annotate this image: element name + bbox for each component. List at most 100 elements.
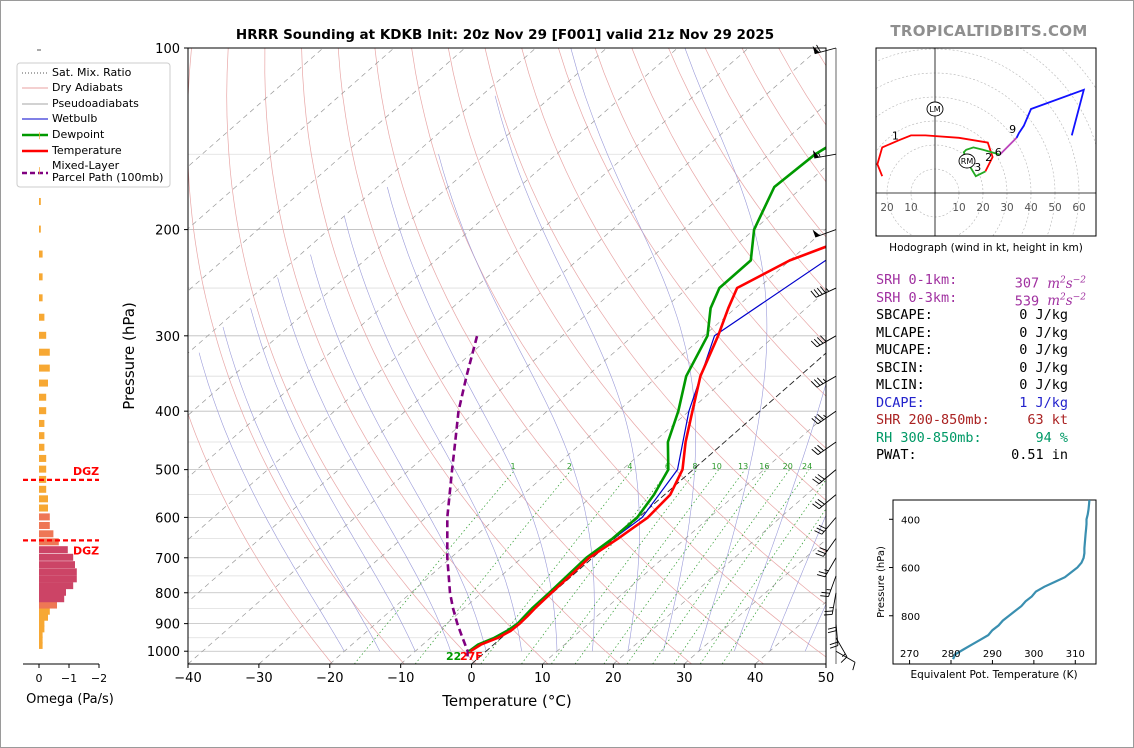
wind-barb-shaft	[828, 575, 837, 597]
isotherm-line	[683, 539, 826, 664]
thetae-line	[952, 499, 1091, 660]
omega-bar	[39, 631, 43, 639]
omega-bar	[39, 454, 47, 462]
mixing-ratio-line	[354, 469, 516, 664]
omega-bar	[39, 607, 50, 615]
dry-adiabat-line	[594, 48, 826, 397]
stat-value: 539 m2s−2	[996, 290, 1116, 310]
hodo-segment-0-3km	[876, 134, 994, 177]
wind-barb-full	[811, 418, 819, 425]
stat-row: MLCIN: 0 J/kg	[876, 377, 1116, 395]
omega-bar	[39, 625, 45, 633]
legend-label: Mixed-Layer	[52, 159, 120, 172]
omega-bar	[39, 364, 50, 372]
wind-barb-full	[812, 503, 820, 510]
mixing-ratio-line	[521, 469, 670, 664]
stat-value: 0 J/kg	[1019, 307, 1068, 323]
dry-adiabat-line	[188, 48, 405, 664]
stat-value: 0 J/kg	[1019, 377, 1068, 393]
x-axis-label: Temperature (°C)	[441, 692, 571, 710]
isotherm-line	[542, 414, 826, 664]
omega-bar	[39, 619, 45, 627]
mixing-ratio-line	[626, 469, 767, 664]
wind-barb-full	[810, 290, 817, 298]
stat-row: SHR 200-850mb: 63 kt	[876, 412, 1116, 430]
omega-bar	[39, 167, 40, 175]
wind-barb-shaft	[818, 494, 837, 510]
dry-adiabat-line	[521, 48, 826, 501]
stat-row: RH 300-850mb: 94 %	[876, 430, 1116, 448]
surface-temperature-label: 27F	[460, 650, 483, 663]
dry-adiabat-line	[484, 48, 826, 553]
wind-barb-full	[817, 444, 825, 451]
stat-row: MLCAPE: 0 J/kg	[876, 325, 1116, 343]
stat-value: 0 J/kg	[1019, 324, 1068, 341]
stat-label: PWAT:	[876, 447, 917, 463]
omega-bar	[39, 588, 66, 596]
stat-row: SRH 0-3km: 539 m2s−2	[876, 290, 1116, 310]
mixing-ratio-label: 1	[511, 462, 516, 471]
wind-barb-full	[816, 44, 821, 53]
dgz-label-top: DGZ	[73, 465, 99, 478]
thetae-y-tick-label: 400	[901, 515, 920, 526]
x-tick-label: 50	[818, 671, 835, 686]
isotherm-line	[188, 48, 820, 603]
legend-box	[16, 62, 171, 188]
omega-bar	[39, 530, 54, 538]
wind-barb	[811, 410, 837, 425]
omega-axis-label: Omega (Pa/s)	[26, 692, 114, 707]
omega-bar	[39, 582, 74, 590]
legend-label: Temperature	[51, 144, 122, 157]
dry-adiabat-line	[264, 48, 549, 664]
mixing-ratio-label: 2	[567, 462, 572, 471]
omega-bar	[39, 393, 47, 401]
wind-barb-shaft	[831, 592, 837, 615]
wind-barb-full	[817, 550, 826, 554]
omega-bar	[39, 407, 47, 415]
y-tick-label: 400	[155, 405, 180, 420]
moist-adiabat-line	[344, 216, 522, 652]
omega-bar	[39, 613, 48, 621]
wind-barb-full	[814, 416, 822, 423]
y-axis-label: Pressure (hPa)	[120, 302, 138, 410]
dewpoint-line	[468, 146, 826, 653]
wind-barb	[812, 469, 837, 485]
wind-barb	[810, 335, 837, 348]
wind-barb-full	[815, 553, 824, 557]
moist-adiabat-line	[570, 48, 696, 652]
wind-barb-flag	[812, 229, 821, 238]
legend-label: Pseudoadiabats	[52, 97, 139, 110]
thetae-x-tick-label: 280	[941, 649, 960, 660]
wind-barb	[835, 650, 856, 671]
moist-adiabat-line	[387, 186, 558, 652]
stat-row: SRH 0-1km: 307 m2s−2	[876, 272, 1116, 292]
wind-barb-full	[823, 613, 833, 616]
stat-label: MLCIN:	[876, 377, 925, 393]
moist-adiabat-line	[804, 603, 826, 652]
wind-barb-full	[813, 338, 821, 346]
wind-barb-full	[817, 414, 825, 421]
legend-label: Wetbulb	[52, 112, 97, 125]
stat-unit: m2s−2	[1047, 275, 1086, 292]
omega-bar	[39, 595, 65, 603]
mixing-ratio-label: 13	[738, 462, 748, 471]
wind-barb-half	[818, 153, 821, 158]
wind-barb-full	[819, 335, 827, 342]
legend-label: Sat. Mix. Ratio	[52, 66, 132, 79]
omega-bar	[39, 419, 45, 427]
hodo-ring-label: 30	[1000, 202, 1013, 214]
stat-value: 307 m2s−2	[996, 272, 1116, 292]
stat-label: SRH 0-1km:	[876, 272, 958, 288]
temperature-line	[469, 245, 826, 653]
omega-bar	[39, 546, 68, 554]
wind-barb-full	[816, 337, 824, 344]
hodo-height-label: 2	[985, 151, 992, 164]
wind-barb	[823, 592, 837, 616]
hodo-ring-label: 10	[952, 202, 965, 214]
wind-barb	[820, 575, 837, 597]
stat-label: MUCAPE:	[876, 342, 933, 358]
moist-adiabat-line	[198, 352, 345, 652]
mixing-ratio-line	[700, 479, 826, 664]
omega-bar	[39, 575, 77, 583]
dry-adiabat-line	[226, 48, 477, 664]
